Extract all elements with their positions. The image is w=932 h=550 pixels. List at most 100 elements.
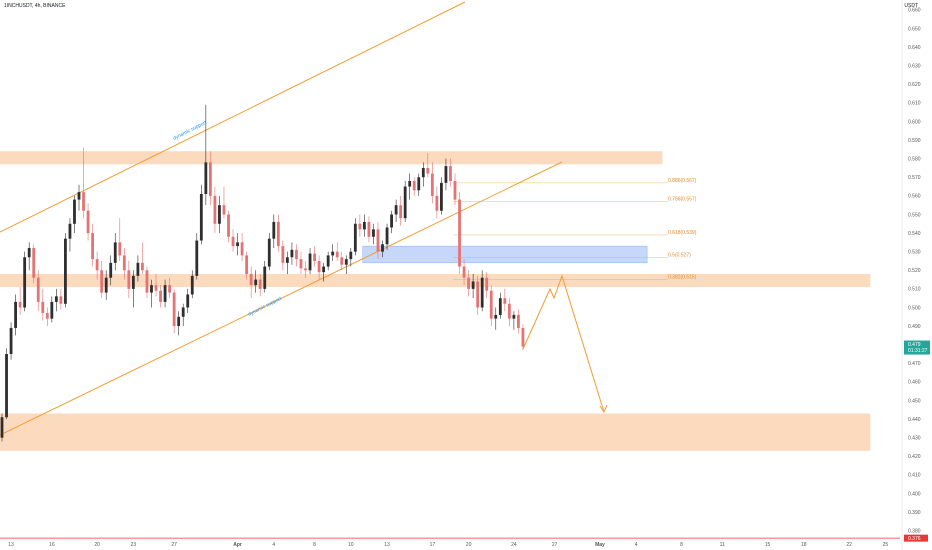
candle-body: [172, 292, 176, 327]
price-axis[interactable]: 0.660 0.650 0.640 0.630 0.620 0.610 0.600 0.590…: [901, 0, 921, 550]
candle-body: [177, 316, 181, 327]
candle-body: [498, 298, 502, 315]
candle-body: [385, 227, 389, 245]
candle-body: [290, 249, 294, 258]
time-tick-label: 4: [272, 542, 275, 548]
candle-body: [245, 255, 249, 274]
candle-body: [281, 246, 285, 263]
candle-body: [317, 260, 321, 273]
candle-body: [267, 238, 271, 267]
candle-body: [54, 296, 58, 302]
candle-body: [204, 162, 208, 195]
candle-body: [159, 290, 162, 302]
projection-path: [522, 274, 608, 414]
candle-body: [109, 262, 113, 278]
candle-body: [435, 195, 439, 211]
price-tick-label: 0.660: [908, 8, 921, 14]
candle-body: [308, 253, 312, 271]
time-tick-label: 17: [430, 542, 436, 548]
candle-body: [222, 205, 226, 215]
price-tick-label: 0.410: [908, 473, 921, 479]
candle-body: [272, 221, 276, 239]
time-tick-label: 15: [765, 542, 771, 548]
time-tick-label: 13: [384, 542, 390, 548]
time-tick-label: 23: [131, 542, 137, 548]
candle-body: [50, 301, 54, 319]
price-tick-label: 0.430: [908, 435, 921, 441]
candle-body: [344, 259, 348, 265]
candle-body: [122, 255, 126, 271]
zone-support-1: [0, 274, 871, 288]
time-tick-label: 8: [680, 542, 683, 548]
candle-body: [104, 277, 108, 293]
candle-body: [100, 270, 104, 293]
candle-body: [440, 182, 443, 211]
fib-label: 0.382(0.515): [668, 275, 697, 281]
price-tick-label: 0.520: [908, 268, 921, 274]
candle-body: [45, 313, 49, 319]
price-tick-label: 0.650: [908, 26, 921, 32]
price-tick-label: 0.400: [908, 491, 921, 497]
candle-body: [41, 301, 45, 314]
candle-body: [372, 229, 375, 237]
candle-body: [227, 214, 230, 237]
candle-body: [199, 194, 203, 241]
candle-body: [322, 266, 326, 273]
candle-body: [471, 281, 475, 289]
fib-label: 0.5(0.527): [668, 252, 691, 258]
price-tick-label: 0.420: [908, 454, 921, 460]
time-tick-label: Apr: [233, 542, 242, 548]
candle-body: [86, 210, 90, 234]
price-tick-label: 0.570: [908, 175, 921, 181]
candle-body: [113, 242, 117, 263]
candle-body: [363, 221, 366, 230]
price-tick-label: 0.390: [908, 510, 921, 516]
price-tick-label: 0.540: [908, 231, 921, 237]
upper-channel-line: [0, 1, 466, 233]
time-tick-label: May: [595, 542, 605, 548]
candle-body: [394, 205, 398, 215]
candle-body: [462, 266, 466, 278]
last-price-countdown: 01:31:27: [908, 348, 928, 354]
candle-body: [353, 223, 357, 252]
candle-body: [299, 259, 303, 269]
fib-label: 0.786(0.557): [668, 196, 697, 202]
price-tick-label: 0.580: [908, 156, 921, 162]
candle-body: [73, 199, 76, 224]
candle-body: [136, 262, 140, 276]
bottom-price-badge: [904, 534, 928, 542]
price-tick-label: 0.470: [908, 361, 921, 367]
symbol-title: 1INCHUSDT, 4h, BINANCE: [4, 3, 66, 9]
price-tick-label: 0.440: [908, 417, 921, 423]
candle-body: [9, 327, 13, 354]
candles: [0, 104, 525, 442]
time-tick-label: 25: [883, 542, 889, 548]
time-tick-label: 27: [552, 542, 558, 548]
time-tick-label: 27: [171, 542, 177, 548]
time-tick-label: 16: [49, 542, 55, 548]
candle-body: [32, 247, 36, 278]
candle-body: [517, 314, 520, 328]
candle-body: [458, 199, 461, 267]
candle-body: [331, 251, 335, 256]
zone-resistance-0: [0, 151, 663, 165]
candle-body: [381, 244, 384, 252]
time-tick-label: 20: [466, 542, 472, 548]
candle-body: [503, 298, 507, 304]
candle-body: [118, 242, 122, 256]
candle-body: [263, 266, 267, 289]
time-tick-label: 10: [348, 542, 354, 548]
candle-body: [276, 221, 280, 247]
candle-body: [240, 242, 244, 256]
candle-body: [168, 285, 172, 293]
last-price-badge: [904, 340, 930, 355]
last-price-value: 0.479: [908, 342, 921, 348]
candle-body: [403, 186, 407, 219]
candle-body: [154, 285, 158, 291]
time-axis[interactable]: 13 16 20 23 27 Apr 4 8 10 13 17 20 24 27 May 4 8 11 15 18 22…: [0, 539, 902, 548]
candle-body: [430, 173, 434, 196]
candle-body: [480, 277, 484, 308]
candle-body: [208, 162, 212, 196]
